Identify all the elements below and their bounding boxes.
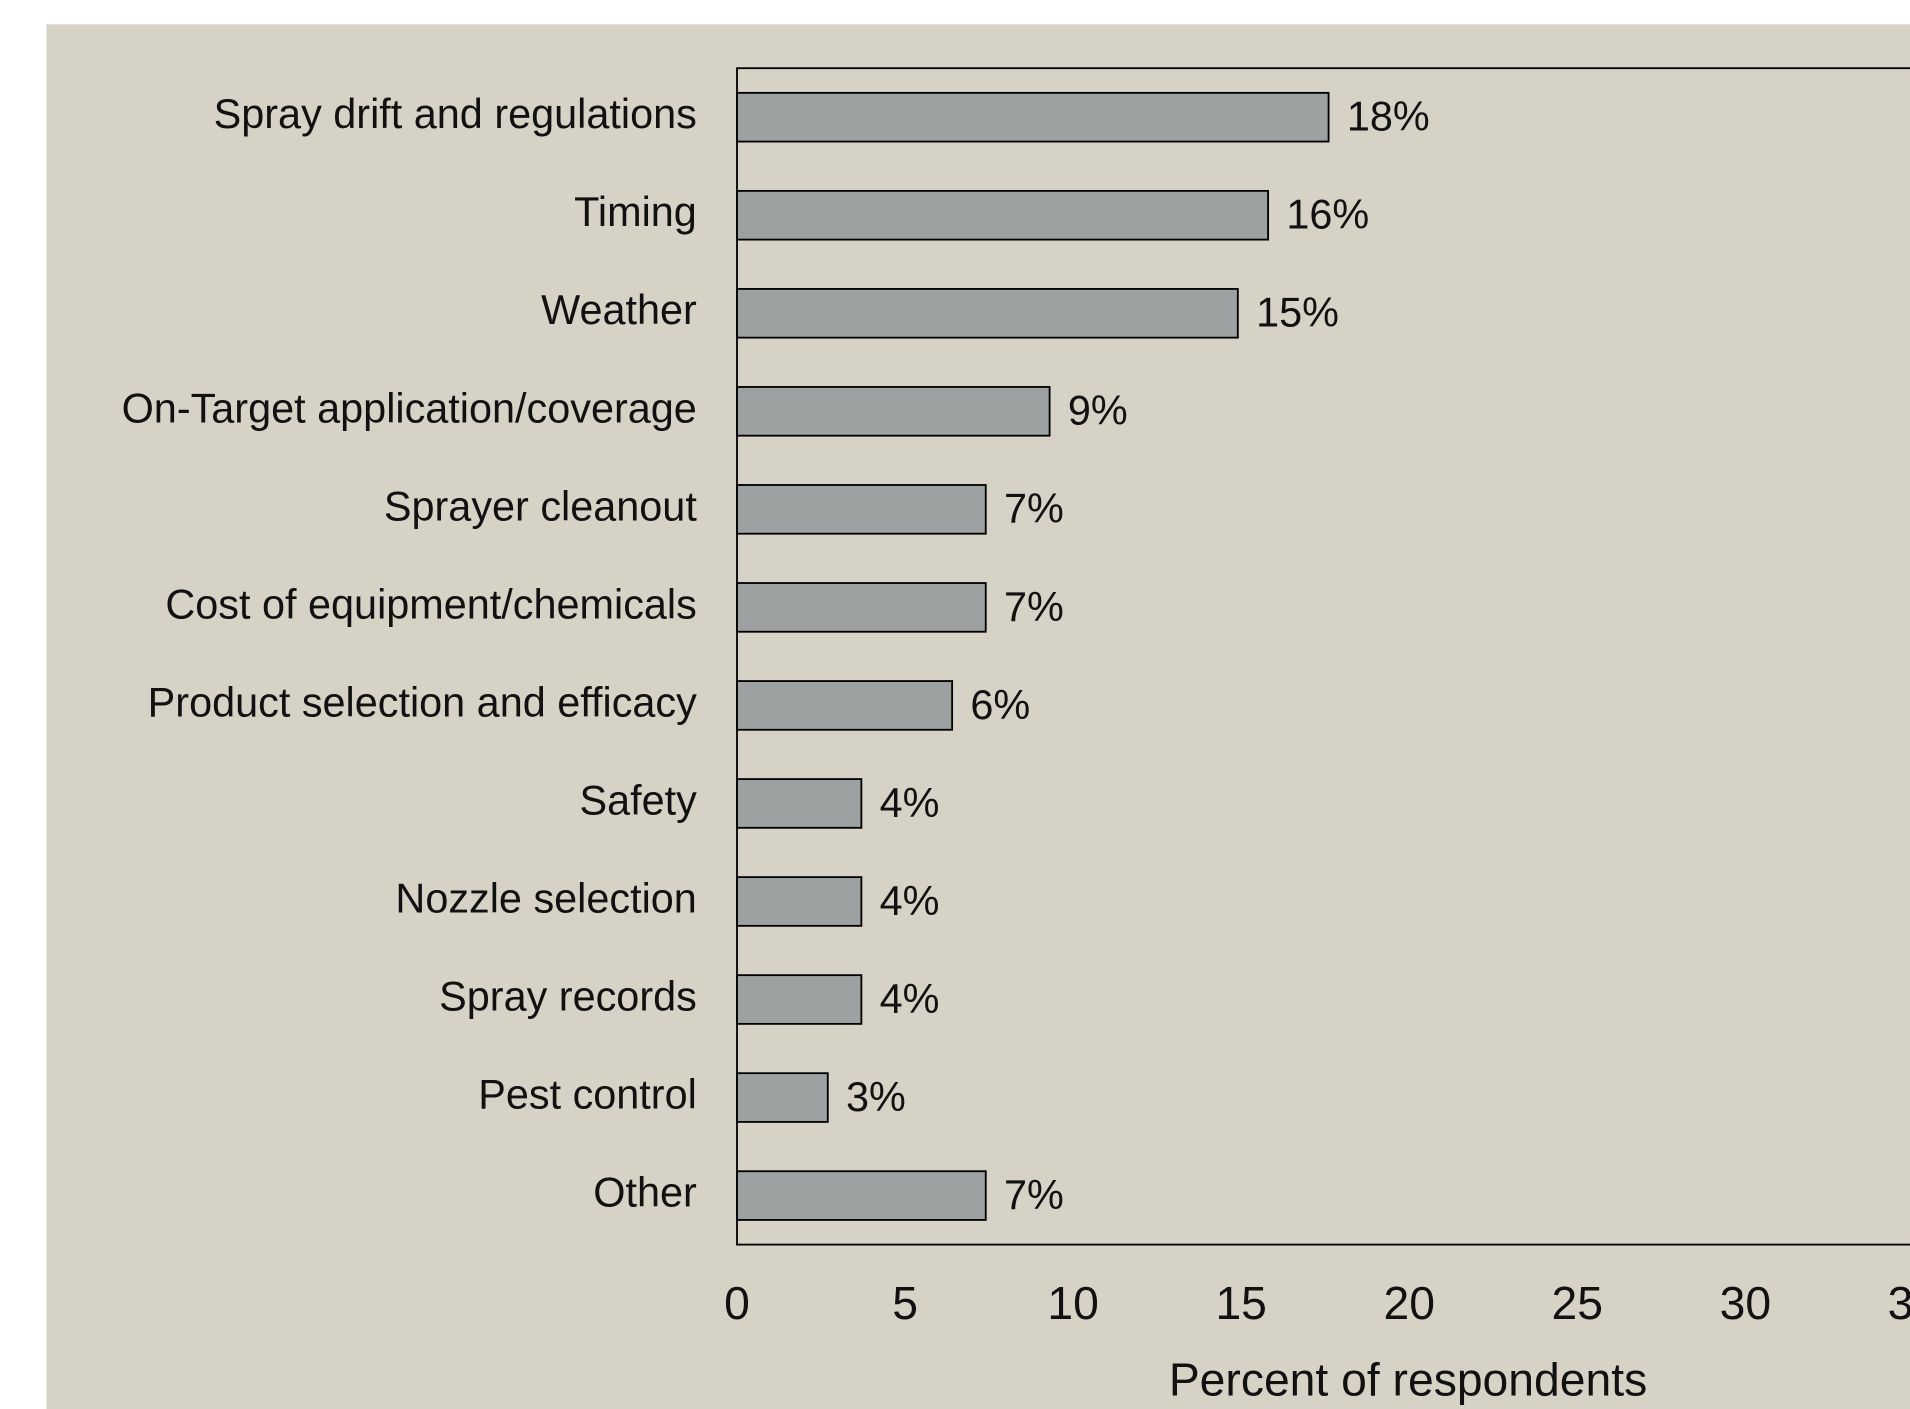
x-tick-label: 35: [1888, 1277, 1910, 1329]
bar: [736, 91, 1330, 143]
x-tick-label: 15: [1215, 1277, 1266, 1329]
bar: [736, 189, 1269, 241]
x-tick-label: 30: [1720, 1277, 1771, 1329]
x-tick-label: 10: [1047, 1277, 1098, 1329]
y-tick-label: Pest control: [478, 1071, 697, 1117]
data-label: 9%: [1068, 388, 1128, 434]
y-tick-label: Nozzle selection: [395, 875, 696, 921]
data-label: 16%: [1286, 192, 1369, 238]
bar: [736, 680, 954, 731]
data-label: 4%: [880, 976, 940, 1022]
x-tick-label: 5: [892, 1277, 918, 1329]
y-tick-label: Spray drift and regulations: [214, 91, 697, 137]
data-label: 4%: [880, 780, 940, 826]
y-tick-label: Spray records: [439, 973, 697, 1019]
x-tick-label: 20: [1384, 1277, 1435, 1329]
y-tick-label: Timing: [574, 189, 697, 235]
data-label: 6%: [970, 682, 1030, 728]
bar: [736, 1170, 987, 1221]
y-tick-label: On-Target application/coverage: [122, 385, 697, 431]
bar: [736, 778, 863, 829]
plot-frame: [736, 67, 1910, 1246]
data-label: 4%: [880, 878, 940, 924]
data-label: 7%: [1004, 584, 1064, 630]
data-label: 15%: [1256, 290, 1339, 336]
bar: [736, 288, 1239, 339]
bar: [736, 1072, 829, 1123]
bar: [736, 582, 987, 633]
y-tick-label: Cost of equipment/chemicals: [165, 581, 696, 627]
bar: [736, 386, 1051, 437]
data-label: 18%: [1347, 94, 1430, 140]
bar: [736, 484, 987, 535]
data-label: 3%: [846, 1074, 906, 1120]
y-tick-label: Sprayer cleanout: [384, 483, 697, 529]
y-tick-label: Safety: [579, 777, 697, 823]
bar: [736, 876, 863, 927]
x-axis-label: Percent of respondents: [1169, 1354, 1647, 1406]
y-tick-label: Other: [593, 1170, 697, 1216]
x-tick-label: 0: [724, 1277, 750, 1329]
data-label: 7%: [1004, 486, 1064, 532]
bar: [736, 974, 863, 1025]
y-tick-label: Product selection and efficacy: [148, 679, 697, 725]
data-label: 7%: [1004, 1172, 1064, 1218]
x-tick-label: 25: [1552, 1277, 1603, 1329]
y-tick-label: Weather: [541, 287, 697, 333]
